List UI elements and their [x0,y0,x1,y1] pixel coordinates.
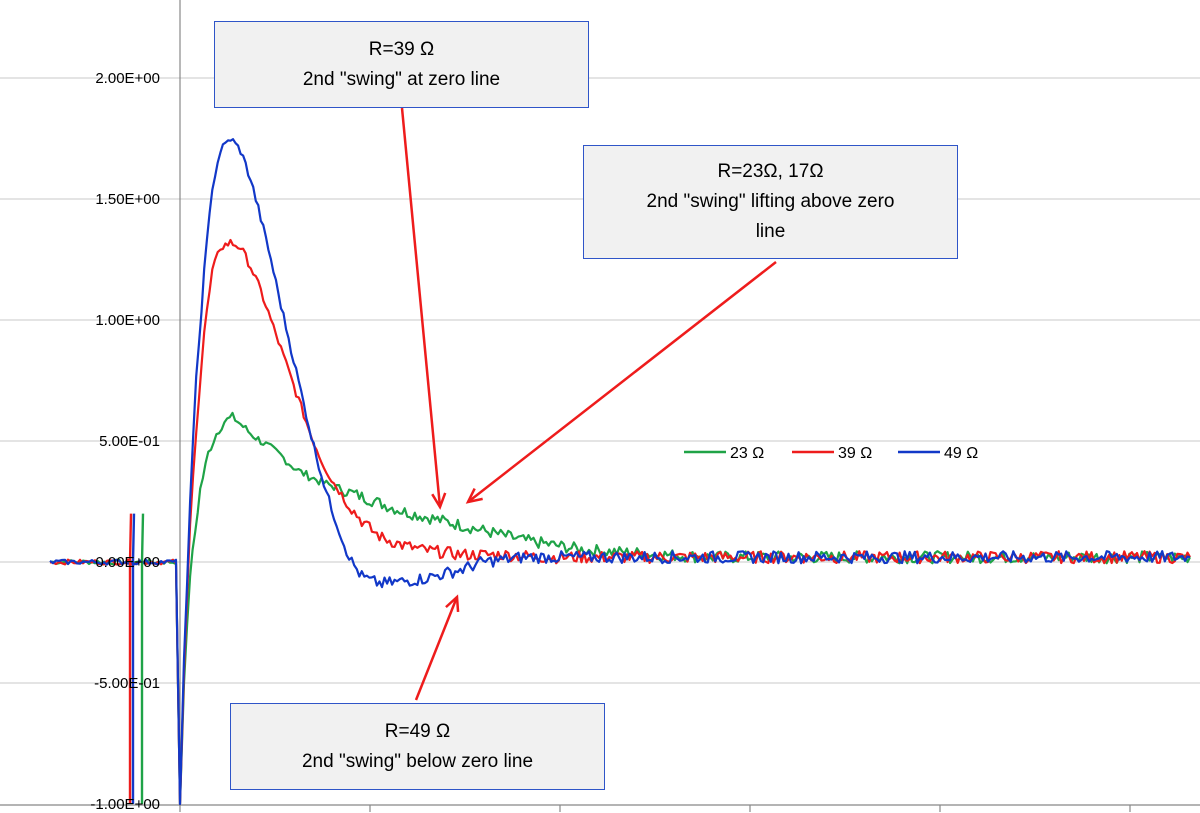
legend-label: 49 Ω [944,445,978,462]
callout-arrow [467,261,777,503]
series-line [49,138,1191,806]
trigger-spike [140,513,145,804]
arrow-head [465,487,483,504]
callout-r23-line2: 2nd "swing" lifting above zero [646,191,895,212]
callout-r23-line1: R=23Ω, 17Ω [717,161,824,182]
y-tick-label: 1.50E+00 [95,191,160,208]
callout-r49-line2: 2nd "swing" below zero line [301,750,534,772]
series-lines [49,138,1191,806]
series-line [49,238,1191,806]
y-tick-label: 2.00E+00 [95,70,160,87]
callout-arrows [400,107,777,701]
x-axis-ticks [179,805,1131,812]
callout-r23-line3: line [755,221,786,242]
y-tick-label: 0.00E+00 [95,554,160,571]
callout-r39-line2: 2nd "swing" at zero line [302,68,501,90]
legend-label: 39 Ω [838,445,872,462]
trigger-spike [128,513,133,804]
callout-r49-line1: R=49 Ω [384,720,451,742]
y-tick-label: 5.00E-01 [99,433,160,450]
y-tick-label: -1.00E+00 [90,796,160,813]
callout-r49: R=49 Ω 2nd "swing" below zero line [230,703,605,790]
y-tick-label: -5.00E-01 [94,675,160,692]
callout-arrow [400,107,442,508]
y-tick-label: 1.00E+00 [95,312,160,329]
trigger-spike [131,513,136,804]
y-axis-labels: 2.00E+00 1.50E+00 1.00E+00 5.00E-01 0.00E+00… [90,70,160,813]
legend-label: 23 Ω [730,445,764,462]
arrow-head [445,594,460,613]
legend: 23 Ω 39 Ω 49 Ω [684,445,978,462]
callout-r23: R=23Ω, 17Ω 2nd "swing" lifting above zer… [583,145,958,259]
series-line [49,411,1191,806]
callout-r39: R=39 Ω 2nd "swing" at zero line [214,21,589,108]
callout-r39-line1: R=39 Ω [368,38,435,60]
arrow-head [431,492,447,510]
callout-arrow [414,596,459,701]
